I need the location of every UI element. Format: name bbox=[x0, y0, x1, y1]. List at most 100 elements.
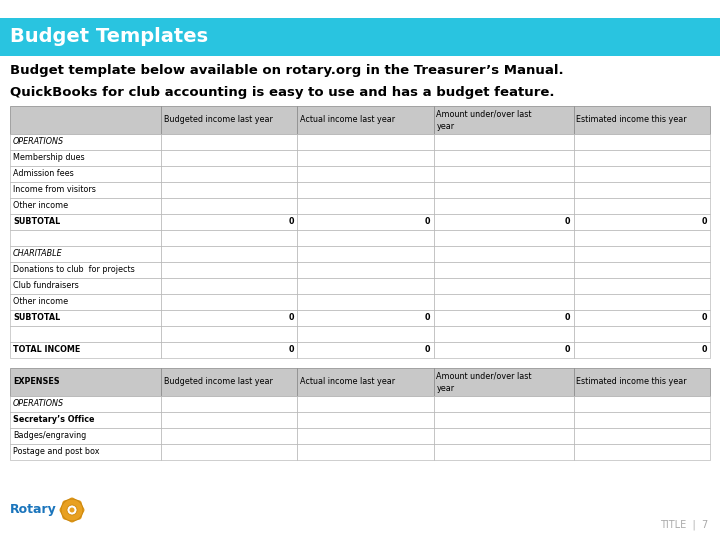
Bar bbox=[10, 444, 161, 460]
Bar bbox=[10, 134, 161, 150]
Bar bbox=[433, 412, 574, 428]
Bar bbox=[574, 368, 710, 396]
Bar bbox=[574, 134, 710, 150]
Bar bbox=[297, 106, 433, 134]
Bar bbox=[10, 294, 161, 310]
Bar bbox=[433, 106, 574, 134]
Bar bbox=[433, 134, 574, 150]
Text: 0: 0 bbox=[289, 314, 294, 322]
Text: Estimated income this year: Estimated income this year bbox=[577, 377, 687, 387]
Bar bbox=[297, 150, 433, 166]
Bar bbox=[161, 428, 297, 444]
Bar bbox=[10, 326, 161, 342]
Bar bbox=[433, 246, 574, 262]
Bar bbox=[10, 278, 161, 294]
Bar bbox=[161, 396, 297, 412]
Bar bbox=[161, 262, 297, 278]
Text: OPERATIONS: OPERATIONS bbox=[13, 400, 64, 408]
Text: Other income: Other income bbox=[13, 201, 68, 211]
Bar bbox=[10, 166, 161, 182]
Text: Budget Templates: Budget Templates bbox=[10, 28, 208, 46]
Bar bbox=[297, 246, 433, 262]
Circle shape bbox=[61, 499, 83, 521]
Bar bbox=[574, 294, 710, 310]
Text: Postage and post box: Postage and post box bbox=[13, 448, 99, 456]
Bar bbox=[433, 396, 574, 412]
Text: Membership dues: Membership dues bbox=[13, 153, 85, 163]
Bar bbox=[574, 262, 710, 278]
Bar bbox=[574, 310, 710, 326]
Text: 0: 0 bbox=[701, 218, 707, 226]
Bar bbox=[297, 262, 433, 278]
Circle shape bbox=[75, 513, 82, 520]
Circle shape bbox=[68, 497, 76, 504]
Text: Amount under/over last: Amount under/over last bbox=[436, 110, 532, 119]
Bar bbox=[574, 198, 710, 214]
Bar bbox=[433, 166, 574, 182]
Bar bbox=[574, 246, 710, 262]
Bar bbox=[161, 278, 297, 294]
Bar bbox=[161, 230, 297, 246]
Bar bbox=[10, 396, 161, 412]
Bar bbox=[433, 294, 574, 310]
Bar bbox=[574, 428, 710, 444]
Bar bbox=[433, 214, 574, 230]
Bar bbox=[297, 294, 433, 310]
Bar bbox=[161, 150, 297, 166]
Circle shape bbox=[78, 507, 84, 514]
Text: 0: 0 bbox=[425, 314, 431, 322]
Bar bbox=[433, 150, 574, 166]
Bar bbox=[433, 428, 574, 444]
Text: 0: 0 bbox=[425, 346, 431, 354]
Text: Secretary’s Office: Secretary’s Office bbox=[13, 415, 94, 424]
Bar bbox=[10, 198, 161, 214]
Bar bbox=[433, 278, 574, 294]
Text: OPERATIONS: OPERATIONS bbox=[13, 138, 64, 146]
Bar bbox=[433, 368, 574, 396]
Text: Rotary: Rotary bbox=[10, 503, 57, 516]
Bar bbox=[10, 214, 161, 230]
Bar bbox=[574, 182, 710, 198]
Bar bbox=[161, 198, 297, 214]
Bar bbox=[297, 198, 433, 214]
Bar bbox=[161, 134, 297, 150]
Text: Club fundraisers: Club fundraisers bbox=[13, 281, 78, 291]
Bar bbox=[161, 182, 297, 198]
Text: Budget template below available on rotary.org in the Treasurer’s Manual.: Budget template below available on rotar… bbox=[10, 64, 564, 77]
Bar bbox=[161, 412, 297, 428]
Text: QuickBooks for club accounting is easy to use and has a budget feature.: QuickBooks for club accounting is easy t… bbox=[10, 86, 554, 99]
Bar bbox=[297, 444, 433, 460]
Bar bbox=[10, 106, 161, 134]
Text: 0: 0 bbox=[565, 218, 570, 226]
Circle shape bbox=[67, 505, 77, 515]
Text: Budgeted income last year: Budgeted income last year bbox=[163, 116, 272, 125]
Bar bbox=[433, 444, 574, 460]
Circle shape bbox=[70, 508, 74, 512]
Bar bbox=[574, 278, 710, 294]
Bar bbox=[10, 310, 161, 326]
Bar bbox=[433, 182, 574, 198]
Text: TOTAL INCOME: TOTAL INCOME bbox=[13, 346, 80, 354]
Bar bbox=[10, 150, 161, 166]
Bar bbox=[161, 246, 297, 262]
Bar bbox=[297, 230, 433, 246]
Bar bbox=[433, 230, 574, 246]
Bar bbox=[161, 214, 297, 230]
Bar bbox=[574, 412, 710, 428]
Bar bbox=[297, 396, 433, 412]
Text: Amount under/over last: Amount under/over last bbox=[436, 372, 532, 381]
Text: SUBTOTAL: SUBTOTAL bbox=[13, 218, 60, 226]
Text: Actual income last year: Actual income last year bbox=[300, 377, 395, 387]
Text: 0: 0 bbox=[425, 218, 431, 226]
Bar bbox=[574, 214, 710, 230]
Bar bbox=[433, 342, 574, 358]
Text: year: year bbox=[436, 122, 454, 131]
Bar bbox=[574, 106, 710, 134]
Bar bbox=[161, 166, 297, 182]
Bar bbox=[10, 246, 161, 262]
Bar bbox=[10, 428, 161, 444]
Bar bbox=[574, 342, 710, 358]
Bar bbox=[433, 326, 574, 342]
Text: Income from visitors: Income from visitors bbox=[13, 186, 96, 194]
Bar bbox=[161, 326, 297, 342]
